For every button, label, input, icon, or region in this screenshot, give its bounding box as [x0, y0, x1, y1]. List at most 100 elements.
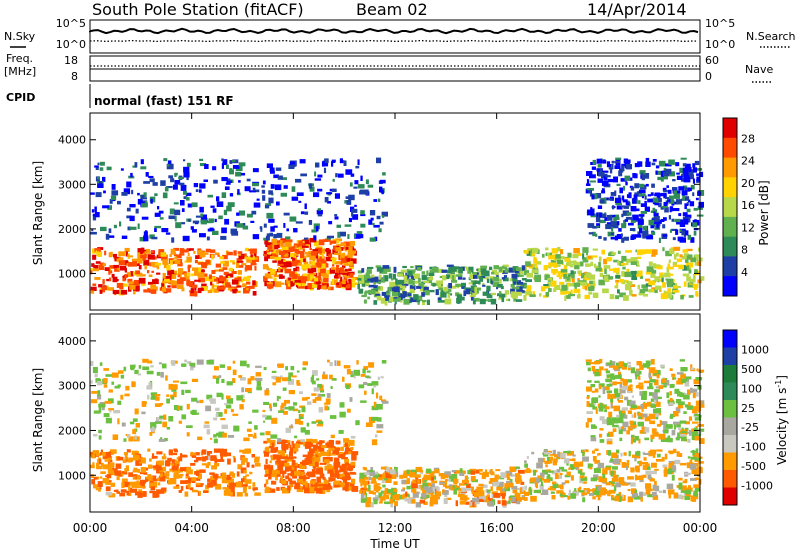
heatmap-cell: [315, 482, 319, 487]
heatmap-cell: [236, 258, 243, 263]
velocity-colorbar-tick: 25: [741, 402, 755, 415]
heatmap-cell: [137, 198, 143, 205]
heatmap-cell: [626, 459, 630, 465]
heatmap-cell: [397, 279, 405, 285]
heatmap-cell: [91, 479, 96, 485]
power-colorbar-swatch: [723, 216, 737, 238]
heatmap-cell: [312, 487, 315, 491]
heatmap-cell: [383, 490, 387, 497]
heatmap-cell: [486, 494, 490, 500]
heatmap-cell: [91, 454, 96, 459]
heatmap-cell: [172, 260, 176, 264]
heatmap-cell: [341, 464, 347, 470]
heatmap-cell: [296, 380, 300, 385]
heatmap-cell: [501, 277, 506, 280]
heatmap-cell: [589, 280, 593, 284]
heatmap-cell: [508, 298, 511, 302]
heatmap-cell: [641, 413, 648, 418]
heatmap-cell: [634, 234, 642, 238]
heatmap-cell: [266, 163, 273, 168]
y-tick-label: 3000: [58, 380, 86, 393]
heatmap-cell: [561, 482, 566, 485]
heatmap-cell: [159, 415, 164, 419]
heatmap-cell: [688, 416, 693, 421]
heatmap-cell: [616, 449, 620, 454]
heatmap-cell: [310, 265, 317, 268]
heatmap-cell: [582, 247, 589, 253]
heatmap-cell: [196, 267, 202, 273]
heatmap-cell: [129, 284, 136, 290]
heatmap-cell: [634, 412, 637, 418]
heatmap-cell: [112, 289, 120, 295]
heatmap-cell: [173, 253, 177, 256]
heatmap-cell: [645, 271, 652, 275]
heatmap-cell: [586, 179, 590, 185]
heatmap-cell: [304, 255, 307, 262]
heatmap-cell: [323, 459, 330, 464]
heatmap-cell: [336, 282, 339, 286]
heatmap-cell: [178, 176, 184, 179]
heatmap-cell: [95, 487, 100, 491]
heatmap-cell: [423, 486, 428, 490]
heatmap-cell: [316, 378, 320, 381]
heatmap-cell: [341, 455, 346, 460]
heatmap-cell: [586, 183, 591, 186]
heatmap-cell: [598, 452, 601, 456]
heatmap-cell: [667, 468, 672, 475]
heatmap-cell: [342, 476, 349, 481]
heatmap-cell: [510, 288, 516, 294]
heatmap-cell: [135, 270, 141, 275]
heatmap-cell: [221, 477, 229, 484]
heatmap-cell: [213, 285, 218, 288]
heatmap-cell: [611, 376, 616, 380]
heatmap-cell: [105, 475, 111, 478]
heatmap-cell: [408, 281, 413, 285]
heatmap-cell: [672, 465, 676, 471]
heatmap-cell: [236, 285, 242, 288]
heatmap-cell: [554, 257, 561, 261]
heatmap-cell: [602, 386, 610, 391]
heatmap-cell: [419, 499, 425, 504]
heatmap-cell: [664, 207, 669, 213]
heatmap-cell: [143, 401, 147, 404]
heatmap-cell: [442, 489, 445, 493]
heatmap-cell: [265, 486, 269, 493]
heatmap-cell: [97, 183, 104, 188]
heatmap-cell: [192, 267, 198, 271]
heatmap-cell: [119, 493, 126, 497]
heatmap-cell: [236, 492, 243, 497]
heatmap-cell: [528, 486, 532, 492]
heatmap-cell: [448, 283, 452, 289]
heatmap-cell: [384, 299, 388, 306]
heatmap-cell: [238, 210, 245, 216]
heatmap-cell: [524, 463, 528, 468]
heatmap-cell: [250, 376, 255, 381]
heatmap-cell: [314, 178, 322, 181]
heatmap-cell: [198, 473, 202, 479]
heatmap-cell: [564, 480, 570, 484]
heatmap-cell: [90, 380, 93, 384]
heatmap-cell: [343, 160, 347, 166]
heatmap-cell: [264, 451, 269, 457]
heatmap-cell: [478, 490, 485, 497]
heatmap-cell: [384, 488, 389, 492]
heatmap-cell: [134, 369, 139, 375]
heatmap-cell: [186, 197, 190, 201]
heatmap-cell: [446, 274, 451, 278]
heatmap-cell: [102, 176, 106, 182]
heatmap-cell: [414, 280, 420, 284]
heatmap-cell: [376, 403, 383, 410]
heatmap-cell: [498, 297, 504, 300]
heatmap-cell: [253, 251, 257, 257]
heatmap-cell: [231, 473, 236, 478]
heatmap-cell: [319, 487, 322, 491]
heatmap-cell: [628, 364, 632, 368]
heatmap-cell: [312, 249, 319, 252]
heatmap-cell: [310, 261, 316, 266]
heatmap-cell: [631, 438, 637, 443]
heatmap-cell: [401, 283, 409, 286]
heatmap-cell: [699, 276, 705, 281]
heatmap-cell: [93, 434, 98, 437]
heatmap-cell: [157, 206, 160, 210]
heatmap-cell: [287, 440, 291, 443]
